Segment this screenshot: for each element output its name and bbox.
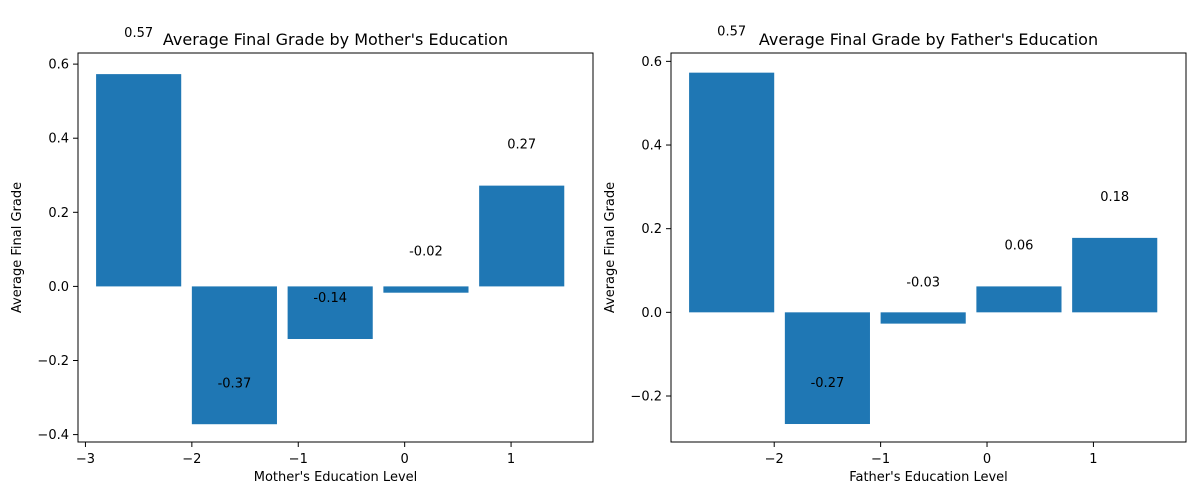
data-label: -0.27	[811, 376, 845, 391]
x-tick-label: 0	[983, 452, 991, 467]
x-axis-label: Father's Education Level	[849, 470, 1008, 485]
bar	[383, 286, 469, 293]
x-tick-label: 0	[401, 452, 409, 467]
chart-title: Average Final Grade by Mother's Educatio…	[163, 30, 508, 49]
y-tick-label: 0.0	[48, 280, 69, 295]
bar	[287, 286, 373, 340]
bar	[479, 185, 565, 287]
data-label: 0.27	[507, 138, 536, 153]
data-label: 0.18	[1100, 190, 1129, 205]
y-tick-label: −0.4	[37, 428, 69, 443]
x-tick-label: −2	[182, 452, 201, 467]
x-tick-label: −2	[765, 452, 784, 467]
data-label: 0.57	[124, 26, 153, 41]
x-tick-label: −3	[76, 452, 95, 467]
data-label: 0.57	[717, 25, 746, 40]
data-label: -0.03	[906, 276, 940, 291]
y-tick-label: 0.4	[48, 132, 69, 147]
bar	[976, 286, 1062, 313]
x-tick-label: 1	[507, 452, 515, 467]
bar	[689, 72, 775, 313]
y-tick-label: −0.2	[630, 389, 662, 404]
chart-title: Average Final Grade by Father's Educatio…	[759, 30, 1098, 49]
y-tick-label: −0.2	[37, 354, 69, 369]
x-tick-label: 1	[1089, 452, 1097, 467]
y-tick-label: 0.2	[641, 222, 662, 237]
x-axis-label: Mother's Education Level	[254, 470, 418, 485]
bar	[191, 286, 277, 425]
y-tick-label: 0.4	[641, 139, 662, 154]
bar	[880, 312, 966, 324]
x-tick-label: −1	[871, 452, 890, 467]
data-label: 0.06	[1004, 238, 1033, 253]
bar	[784, 312, 870, 425]
y-axis-label: Average Final Grade	[10, 182, 25, 313]
y-tick-label: 0.0	[641, 306, 662, 321]
bar	[1072, 237, 1158, 313]
data-label: -0.02	[409, 245, 443, 260]
y-tick-label: 0.6	[48, 58, 69, 73]
plot-frame	[670, 52, 1187, 443]
y-tick-label: 0.6	[641, 55, 662, 70]
bar	[96, 74, 182, 287]
chart-mothers-education: Average Final Grade by Mother's Educatio…	[10, 26, 594, 485]
y-tick-label: 0.2	[48, 206, 69, 221]
x-tick-label: −1	[289, 452, 308, 467]
data-label: -0.37	[218, 376, 252, 391]
plot-frame	[77, 52, 594, 443]
y-axis-label: Average Final Grade	[603, 182, 618, 313]
data-label: -0.14	[313, 291, 347, 306]
chart-fathers-education: Average Final Grade by Father's Educatio…	[603, 25, 1187, 485]
